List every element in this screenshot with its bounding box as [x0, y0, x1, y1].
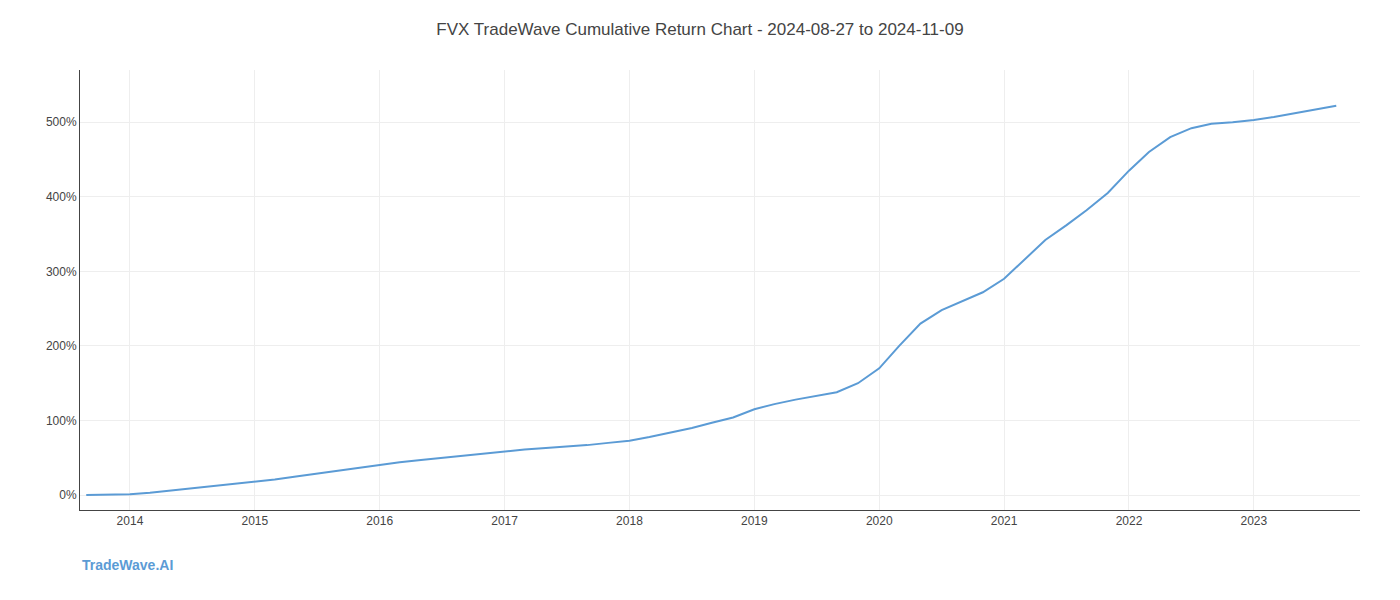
svg-text:TradeWave.AI: TradeWave.AI: [82, 557, 173, 573]
svg-text:200%: 200%: [46, 339, 77, 353]
svg-text:2015: 2015: [241, 514, 268, 528]
svg-text:2018: 2018: [616, 514, 643, 528]
svg-text:2016: 2016: [366, 514, 393, 528]
svg-text:2017: 2017: [491, 514, 518, 528]
svg-text:400%: 400%: [46, 190, 77, 204]
svg-text:2019: 2019: [741, 514, 768, 528]
svg-text:500%: 500%: [46, 115, 77, 129]
svg-text:0%: 0%: [59, 488, 77, 502]
svg-text:2020: 2020: [866, 514, 893, 528]
svg-text:FVX TradeWave Cumulative Retur: FVX TradeWave Cumulative Return Chart - …: [436, 20, 963, 39]
svg-text:300%: 300%: [46, 265, 77, 279]
svg-text:2014: 2014: [117, 514, 144, 528]
svg-text:2022: 2022: [1116, 514, 1143, 528]
svg-text:2023: 2023: [1240, 514, 1267, 528]
svg-text:100%: 100%: [46, 414, 77, 428]
svg-text:2021: 2021: [991, 514, 1018, 528]
